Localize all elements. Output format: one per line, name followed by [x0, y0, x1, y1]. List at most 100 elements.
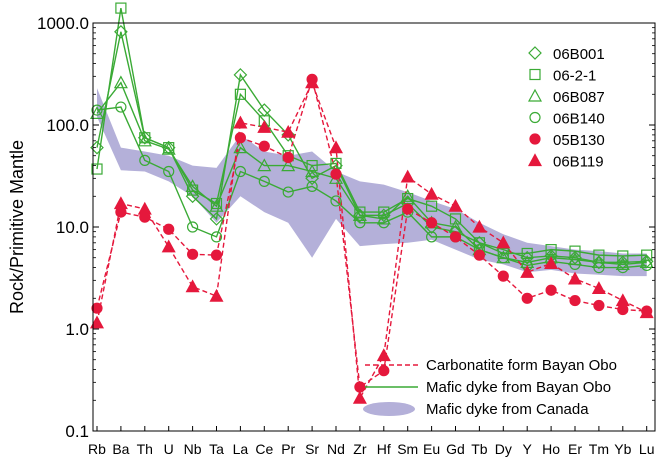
data-point-06B140-Ce: [258, 175, 270, 187]
data-point-06B087-Ta: [209, 198, 224, 212]
data-point-06B140-Pr: [282, 186, 294, 198]
data-point-06B087-La: [233, 140, 248, 154]
data-point-06B087-Pr: [281, 158, 296, 172]
data-point-05B130-Y: [521, 292, 533, 304]
data-point-06B140-Th: [139, 154, 151, 166]
x-tick-label-Sm: Sm: [397, 441, 418, 457]
data-point-06B140-La: [234, 165, 246, 178]
x-tick-label-Eu: Eu: [423, 441, 440, 457]
data-point-05B130-Nb: [187, 248, 199, 260]
y-tick-label: 1.0: [65, 320, 89, 339]
data-point-06B119-Yb: [615, 293, 630, 307]
data-point-06B119-Ce: [257, 120, 272, 133]
data-point-06B140-Ba: [115, 101, 127, 113]
data-point-06B001-Nb: [185, 189, 200, 204]
x-tick-label-La: La: [233, 441, 249, 457]
data-point-05B130-Eu: [426, 217, 438, 229]
x-tick-label-Dy: Dy: [495, 441, 512, 457]
key-label-2: Mafic dyke from Canada: [426, 401, 589, 418]
series-line-06B140: [96, 106, 647, 269]
data-point-06B001-Zr: [353, 208, 367, 223]
series-markers-layer: [89, 2, 654, 404]
x-tick-label-Nb: Nb: [184, 441, 202, 457]
data-point-05B130-Ce: [258, 140, 270, 152]
data-point-06B140-Nb: [187, 221, 199, 233]
data-point-06B119-Nd: [328, 140, 344, 154]
data-point-06B119-Rb: [89, 315, 105, 329]
data-point-06B119-Eu: [424, 186, 439, 200]
legend-marker-06B119: [527, 153, 543, 167]
key-swatch-canada-band: [363, 402, 415, 416]
data-point-06B001-Ta: [209, 212, 224, 226]
data-point-05B130-Nd: [330, 168, 342, 180]
data-point-06-2-1-Ta: [210, 197, 223, 210]
x-tick-label-Ho: Ho: [542, 441, 560, 457]
data-point-06-2-1-Sr: [306, 159, 318, 172]
key-label-1: Mafic dyke from Bayan Obo: [426, 379, 611, 396]
data-point-05B130-Gd: [449, 231, 462, 243]
x-tick-label-Tb: Tb: [471, 441, 488, 457]
x-tick-label-Yb: Yb: [614, 441, 631, 457]
data-point-06B140-Rb: [91, 104, 103, 116]
x-tick-label-Ce: Ce: [255, 441, 273, 457]
data-point-06B001-Th: [137, 130, 152, 145]
data-point-06B001-Ba: [114, 24, 128, 39]
legend-marker-06B140: [529, 111, 541, 124]
data-point-06B087-Tm: [591, 255, 606, 268]
legend-label-06B087: 06B087: [553, 89, 605, 106]
data-point-06-2-1-Yb: [617, 250, 629, 262]
x-tick-label-Th: Th: [137, 441, 153, 457]
data-point-06B087-Er: [567, 252, 583, 266]
data-point-05B130-Tb: [473, 249, 485, 261]
x-tick-label-Ba: Ba: [112, 441, 129, 457]
data-point-06B140-Hf: [378, 217, 390, 229]
data-point-06-2-1-Nd: [330, 157, 342, 170]
legend-label-06B119: 06B119: [553, 154, 604, 171]
data-point-06B087-Ba: [113, 75, 128, 89]
data-point-06B119-Tm: [591, 281, 606, 295]
data-point-06B119-Nb: [185, 279, 200, 293]
data-point-06-2-1-Y: [521, 247, 533, 260]
data-point-06B087-Rb: [89, 106, 105, 119]
data-point-05B130-La: [234, 132, 246, 144]
data-point-06B140-Nd: [330, 195, 342, 207]
data-point-06B087-Sr: [305, 164, 320, 178]
legend-label-06B001: 06B001: [553, 46, 605, 63]
data-point-06B140-Lu: [641, 259, 653, 272]
data-point-05B130-Dy: [497, 270, 509, 282]
series-line-06-2-1: [96, 7, 647, 257]
data-point-06B119-Tb: [472, 219, 487, 233]
data-point-05B130-Tm: [593, 299, 605, 312]
data-point-05B130-U: [163, 223, 175, 235]
x-tick-label-Tm: Tm: [589, 441, 609, 457]
data-point-06B087-Sm: [400, 189, 415, 202]
data-point-06B119-Ho: [544, 256, 559, 269]
data-point-06B140-Eu: [426, 231, 438, 243]
data-point-06-2-1-Ba: [115, 2, 127, 14]
data-point-06-2-1-La: [234, 88, 246, 100]
data-point-06-2-1-Tm: [593, 249, 605, 261]
data-point-06B140-Er: [569, 258, 581, 270]
data-point-06B001-Y: [520, 250, 535, 265]
data-point-05B130-Sm: [402, 203, 414, 215]
data-point-06B001-Hf: [376, 208, 391, 223]
x-tick-label-Rb: Rb: [88, 441, 106, 457]
data-point-06-2-1-Tb: [473, 237, 485, 249]
data-point-06B087-U: [161, 141, 176, 155]
y-tick-label: 0.1: [65, 422, 89, 441]
data-point-06B001-Tb: [472, 235, 487, 250]
legend-marker-05B130: [529, 133, 541, 145]
sample-legend: 06B001 06-2-1 06B087 06B140 05B130 06B119: [527, 46, 605, 171]
data-point-06B140-Ta: [210, 231, 223, 243]
x-tick-label-Nd: Nd: [327, 441, 345, 457]
data-point-06B087-Th: [137, 133, 152, 147]
data-point-05B130-Pr: [282, 151, 294, 164]
data-point-06B119-Pr: [281, 124, 296, 138]
data-point-06-2-1-Ho: [545, 244, 557, 256]
data-point-06B119-Sm: [400, 169, 415, 183]
x-tick-label-Hf: Hf: [377, 441, 391, 457]
x-tick-label-Y: Y: [523, 441, 533, 457]
data-point-06B119-Gd: [448, 198, 463, 212]
legend-marker-06B087: [527, 88, 543, 102]
data-point-06B140-Zr: [354, 217, 366, 229]
